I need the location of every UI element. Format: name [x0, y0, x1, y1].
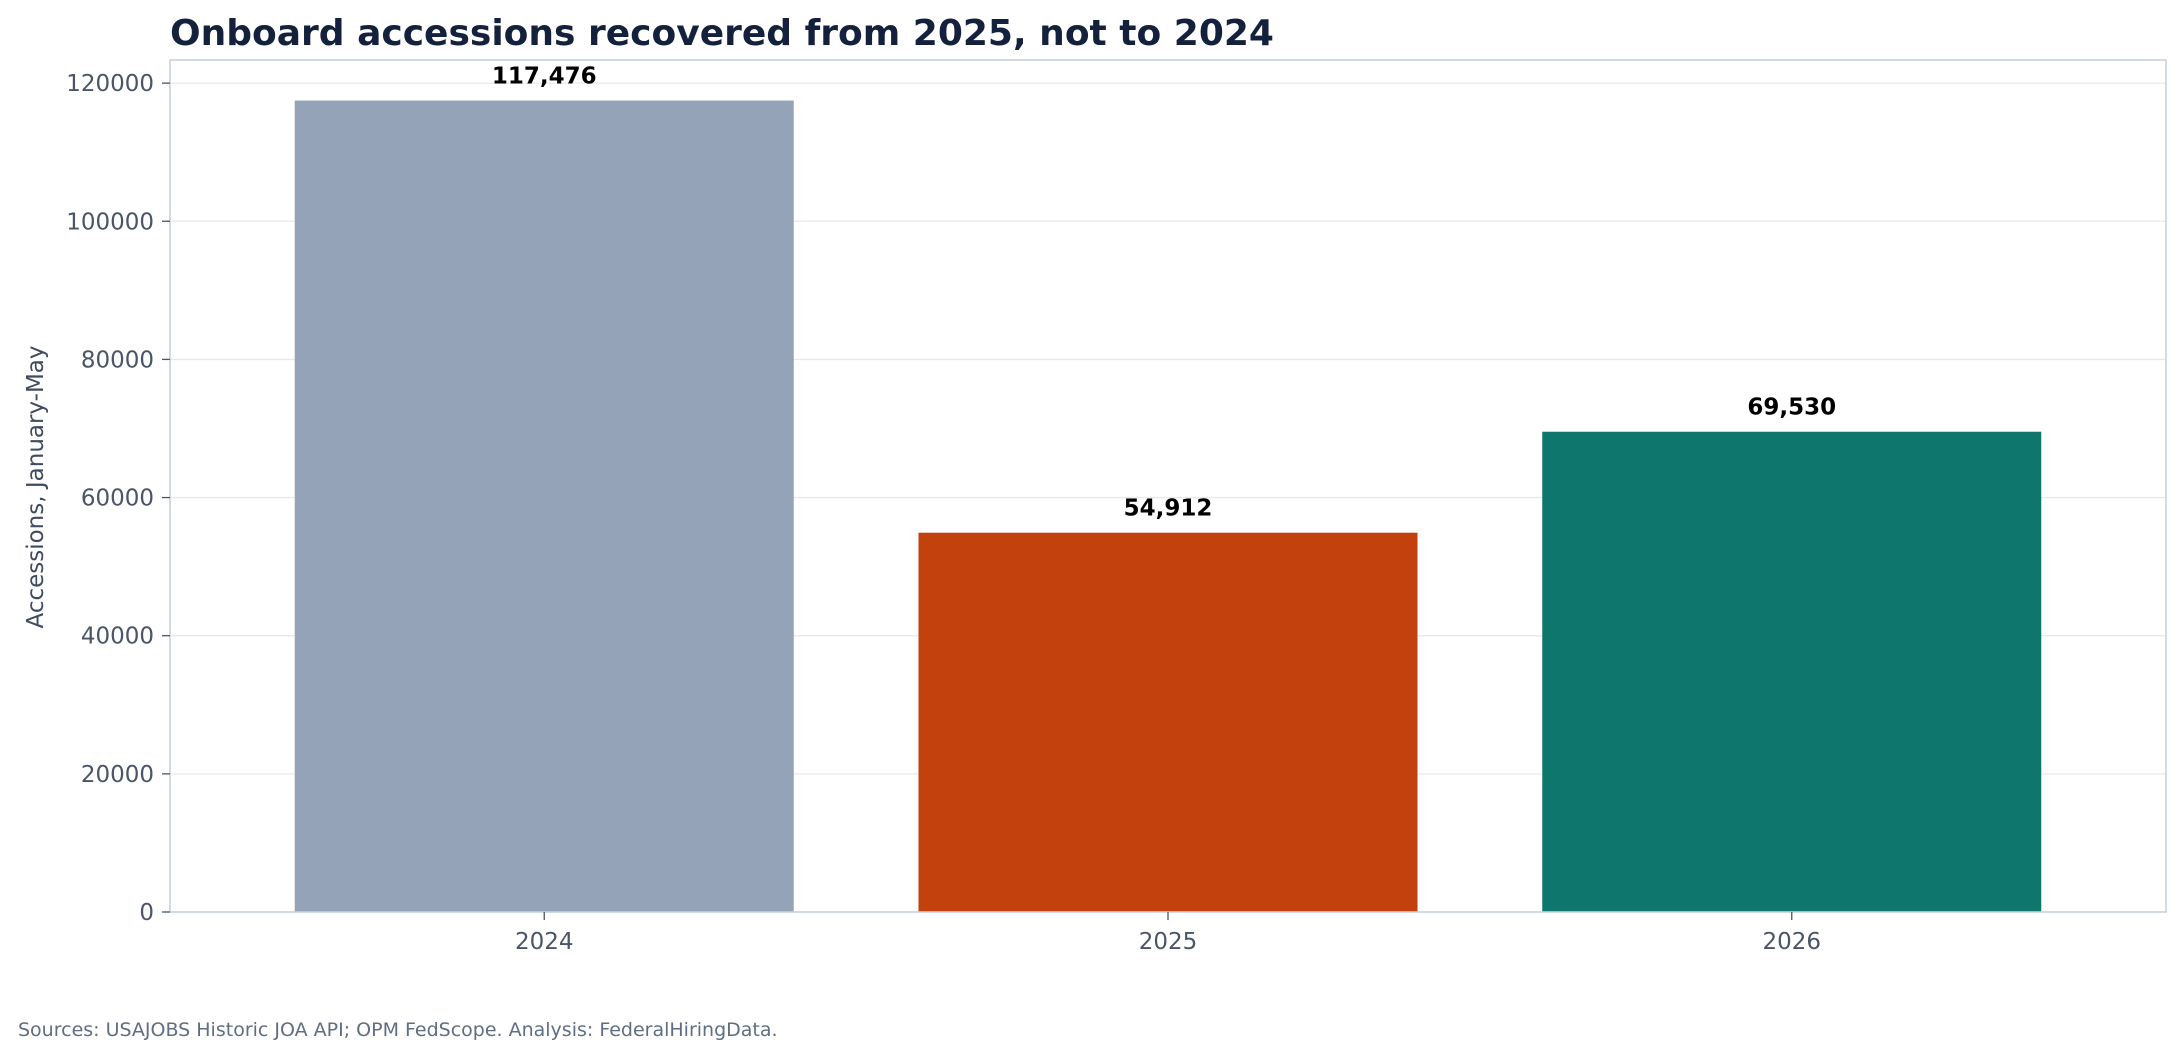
bar-2025	[918, 532, 1418, 912]
value-label-2025: 54,912	[1124, 496, 1213, 522]
chart-title: Onboard accessions recovered from 2025, …	[170, 13, 1274, 54]
value-labels: 117,476 54,912 69,530	[492, 64, 1836, 522]
y-tick-label: 100000	[66, 209, 154, 235]
y-tick-label: 120000	[66, 71, 154, 97]
value-label-2024: 117,476	[492, 64, 597, 90]
y-tick-label: 40000	[81, 624, 154, 650]
value-label-2026: 69,530	[1747, 395, 1836, 421]
bars	[294, 100, 2042, 913]
source-note: Sources: USAJOBS Historic JOA API; OPM F…	[18, 1019, 778, 1041]
y-tick-label: 0	[139, 900, 154, 926]
y-axis-ticks: 0 20000 40000 60000 80000 100000 120000	[66, 71, 170, 926]
x-tick-label: 2024	[515, 929, 574, 955]
x-tick-label: 2026	[1762, 929, 1821, 955]
y-tick-label: 20000	[81, 762, 154, 788]
y-tick-label: 80000	[81, 347, 154, 373]
bar-2024	[294, 100, 794, 913]
bar-2026	[1542, 431, 2042, 912]
y-tick-label: 60000	[81, 486, 154, 512]
x-axis-ticks: 2024 2025 2026	[515, 912, 1821, 955]
y-axis-label: Accessions, January-May	[23, 345, 49, 628]
x-tick-label: 2025	[1139, 929, 1198, 955]
